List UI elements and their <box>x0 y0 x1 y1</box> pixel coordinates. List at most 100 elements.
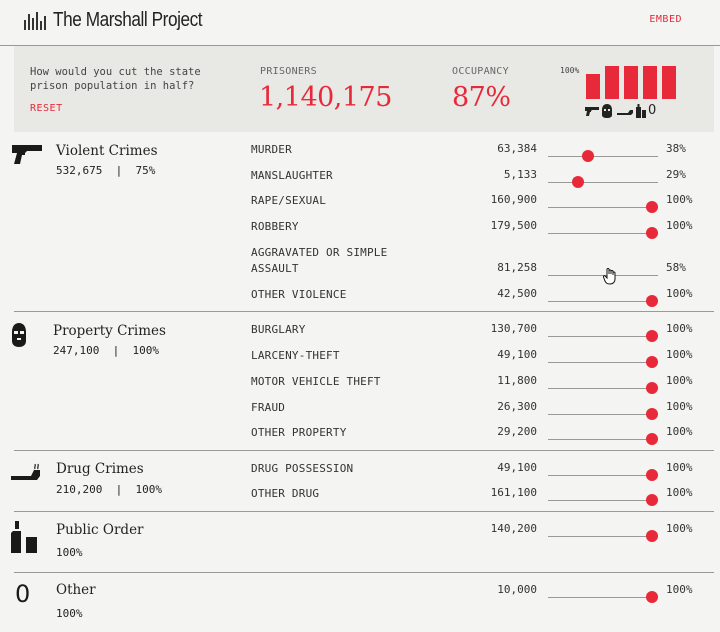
occupancy-label: OCCUPANCY <box>452 66 509 77</box>
row-label-line: LARCENY-THEFT <box>251 349 340 362</box>
slider-knob[interactable] <box>572 176 585 188</box>
bottle-icon <box>636 104 646 118</box>
zero-icon: 0 <box>15 580 31 608</box>
row-percent: 100% <box>666 348 693 361</box>
slider-knob[interactable] <box>646 530 658 542</box>
row-label: ROBBERY <box>251 219 299 235</box>
site-header: The Marshall Project EMBED <box>0 0 720 46</box>
mini-bar <box>624 66 638 99</box>
row-label-line: DRUG POSSESSION <box>251 462 354 475</box>
slider-track[interactable] <box>548 233 658 234</box>
row-percent: 100% <box>666 322 693 335</box>
row-label-line: AGGRAVATED OR SIMPLE <box>251 246 388 259</box>
row-percent: 100% <box>666 219 693 232</box>
row-label: OTHER VIOLENCE <box>251 287 347 303</box>
row-value: 5,133 <box>503 168 537 181</box>
group-divider <box>14 511 714 512</box>
slider-track[interactable] <box>548 500 658 501</box>
gun-icon <box>585 107 599 116</box>
row-percent: 100% <box>666 522 693 535</box>
row-value: 81,258 <box>497 261 537 274</box>
slider-knob[interactable] <box>646 227 658 239</box>
slider-knob[interactable] <box>646 295 658 307</box>
pipe-icon <box>617 110 633 115</box>
group-divider <box>14 450 714 451</box>
summary-panel: How would you cut the state prison popul… <box>14 46 714 132</box>
category-name-violent: Violent Crimes <box>56 143 158 159</box>
pipe-icon <box>11 463 40 480</box>
slider-knob[interactable] <box>646 408 658 420</box>
row-percent: 100% <box>666 193 693 206</box>
row-value: 26,300 <box>497 400 537 413</box>
row-label-line: ASSAULT <box>251 262 299 275</box>
logo-bars-icon <box>24 11 46 30</box>
category-name-other: Other <box>56 582 96 598</box>
row-percent: 100% <box>666 374 693 387</box>
mini-bar <box>662 66 676 99</box>
slider-track[interactable] <box>548 439 658 440</box>
row-value: 49,100 <box>497 461 537 474</box>
row-percent: 38% <box>666 142 686 155</box>
row-value: 11,800 <box>497 374 537 387</box>
row-value: 29,200 <box>497 425 537 438</box>
row-label-line: MOTOR VEHICLE THEFT <box>251 375 381 388</box>
hand-cursor-icon <box>602 268 616 285</box>
slider-knob[interactable] <box>646 591 658 603</box>
row-label: OTHER PROPERTY <box>251 425 347 441</box>
row-label-line: RAPE/SEXUAL <box>251 194 327 207</box>
slider-knob[interactable] <box>646 201 658 213</box>
slider-knob[interactable] <box>646 382 658 394</box>
row-percent: 100% <box>666 583 693 596</box>
row-value: 63,384 <box>497 142 537 155</box>
slider-knob[interactable] <box>646 330 658 342</box>
category-name-public-order: Public Order <box>56 522 144 538</box>
mask-icon <box>602 104 612 118</box>
row-label: MANSLAUGHTER <box>251 168 333 184</box>
prisoners-label: PRISONERS <box>260 66 317 77</box>
row-label: AGGRAVATED OR SIMPLE ASSAULT <box>251 245 387 277</box>
row-label-line: OTHER PROPERTY <box>251 426 347 439</box>
slider-track[interactable] <box>548 597 658 598</box>
mini-bar <box>586 74 600 99</box>
row-percent: 29% <box>666 168 686 181</box>
row-value: 140,200 <box>490 522 537 535</box>
slider-track[interactable] <box>548 301 658 302</box>
slider-track[interactable] <box>548 156 658 157</box>
row-value: 179,500 <box>490 219 537 232</box>
slider-track[interactable] <box>548 414 658 415</box>
occupancy-value: 87% <box>452 82 511 113</box>
zero-icon: 0 <box>648 103 657 118</box>
slider-track[interactable] <box>548 207 658 208</box>
row-label: FRAUD <box>251 400 285 416</box>
row-label-line: OTHER DRUG <box>251 487 320 500</box>
row-label: MURDER <box>251 142 292 158</box>
slider-knob[interactable] <box>646 469 658 481</box>
slider-track[interactable] <box>548 362 658 363</box>
slider-knob[interactable] <box>646 433 658 445</box>
slider-track[interactable] <box>548 388 658 389</box>
slider-track[interactable] <box>548 536 658 537</box>
slider-knob[interactable] <box>646 494 658 506</box>
group-divider <box>14 572 714 573</box>
slider-knob[interactable] <box>581 150 594 162</box>
mini-bar <box>605 66 619 99</box>
row-value: 42,500 <box>497 287 537 300</box>
row-percent: 100% <box>666 425 693 438</box>
mini-bar-chart <box>586 66 676 99</box>
row-label-line: OTHER VIOLENCE <box>251 288 347 301</box>
slider-track[interactable] <box>548 275 658 276</box>
category-stat-violent: 532,675 | 75% <box>56 164 156 177</box>
row-label-line: MANSLAUGHTER <box>251 169 333 182</box>
slider-track[interactable] <box>548 475 658 476</box>
group-divider <box>14 311 714 312</box>
brand-name: The Marshall Project <box>53 9 203 31</box>
slider-knob[interactable] <box>646 356 658 368</box>
slider-track[interactable] <box>548 336 658 337</box>
mini-bar <box>643 66 657 99</box>
reset-button[interactable]: RESET <box>30 103 63 114</box>
row-label-line: FRAUD <box>251 401 286 414</box>
embed-link[interactable]: EMBED <box>649 14 682 25</box>
row-label: LARCENY-THEFT <box>251 348 340 364</box>
slider-track[interactable] <box>548 182 658 183</box>
brand-logo[interactable]: The Marshall Project <box>24 9 226 32</box>
